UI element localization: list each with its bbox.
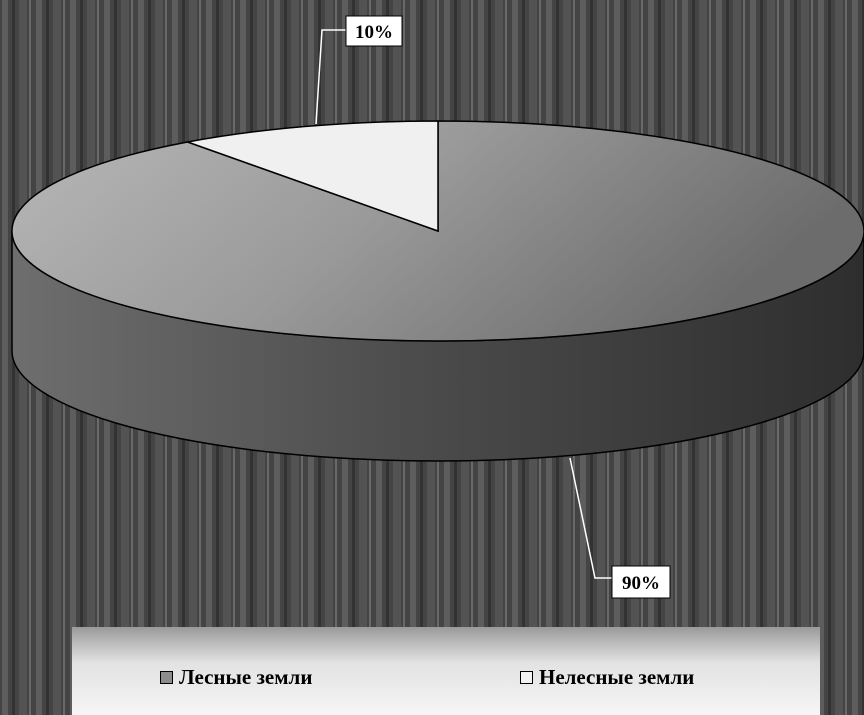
data-label-forest-leader-line [569, 457, 612, 579]
data-label-forest: 90% [622, 573, 660, 594]
legend-label-non-forest: Нелесные земли [539, 665, 695, 689]
legend-swatch-non-forest [520, 671, 533, 684]
legend: Лесные земли Нелесные земли [72, 627, 820, 715]
legend-item-forest: Лесные земли [160, 665, 312, 690]
legend-item-non-forest: Нелесные земли [520, 665, 694, 690]
slice-forest-land [11, 120, 864, 342]
slice-non-forest-land [184, 120, 439, 233]
legend-label-forest: Лесные земли [179, 665, 313, 689]
data-label-non-forest-leader-line [315, 29, 346, 125]
data-label-non-forest: 10% [355, 22, 393, 43]
legend-swatch-forest [160, 671, 173, 684]
data-label-forest-box [611, 565, 671, 599]
data-label-non-forest-box [345, 15, 403, 47]
